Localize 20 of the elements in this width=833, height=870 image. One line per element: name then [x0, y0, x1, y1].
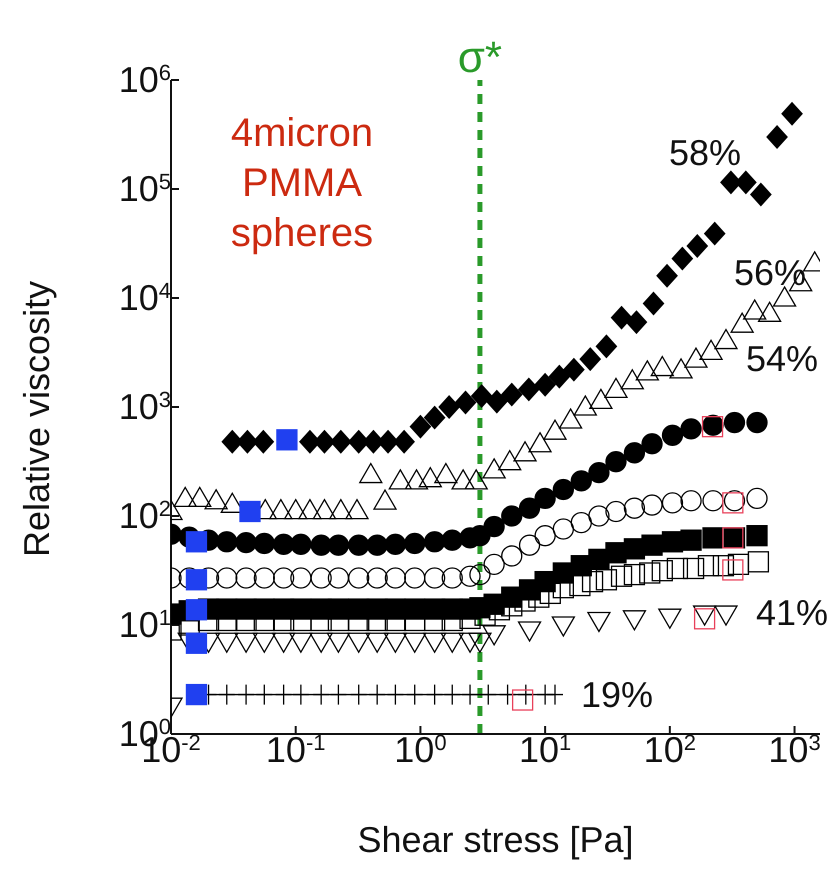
x-tick-label: 10$^{0}$: [394, 729, 447, 770]
x-axis-title: Shear stress [Pa]: [357, 819, 634, 860]
ref-line-label: σ*: [458, 33, 502, 82]
annotation: 58%: [668, 130, 742, 174]
annotation: 56%: [732, 250, 808, 294]
annotation: 4micron PMMA spheres: [230, 110, 374, 257]
y-tick-label: 10$^{3}$: [118, 386, 171, 427]
x-tick-label: 10$^{1}$: [518, 729, 572, 770]
y-tick-label: 10$^{1}$: [118, 604, 171, 645]
x-tick-label: 10$^{-1}$: [266, 729, 326, 770]
y-tick-label: 10$^{2}$: [118, 495, 171, 536]
y-axis-title: Relative viscosity: [16, 280, 57, 557]
y-tick-label: 10$^{5}$: [118, 168, 171, 209]
y-tick-label: 10$^{6}$: [118, 59, 171, 100]
annotation: 41%: [754, 590, 830, 634]
annotation: 54%: [744, 336, 820, 380]
y-tick-label: 10$^{4}$: [118, 277, 171, 318]
x-tick-label: 10$^{3}$: [768, 729, 821, 770]
x-tick-label: 10$^{2}$: [644, 729, 696, 770]
annotation: 19%: [580, 672, 654, 716]
